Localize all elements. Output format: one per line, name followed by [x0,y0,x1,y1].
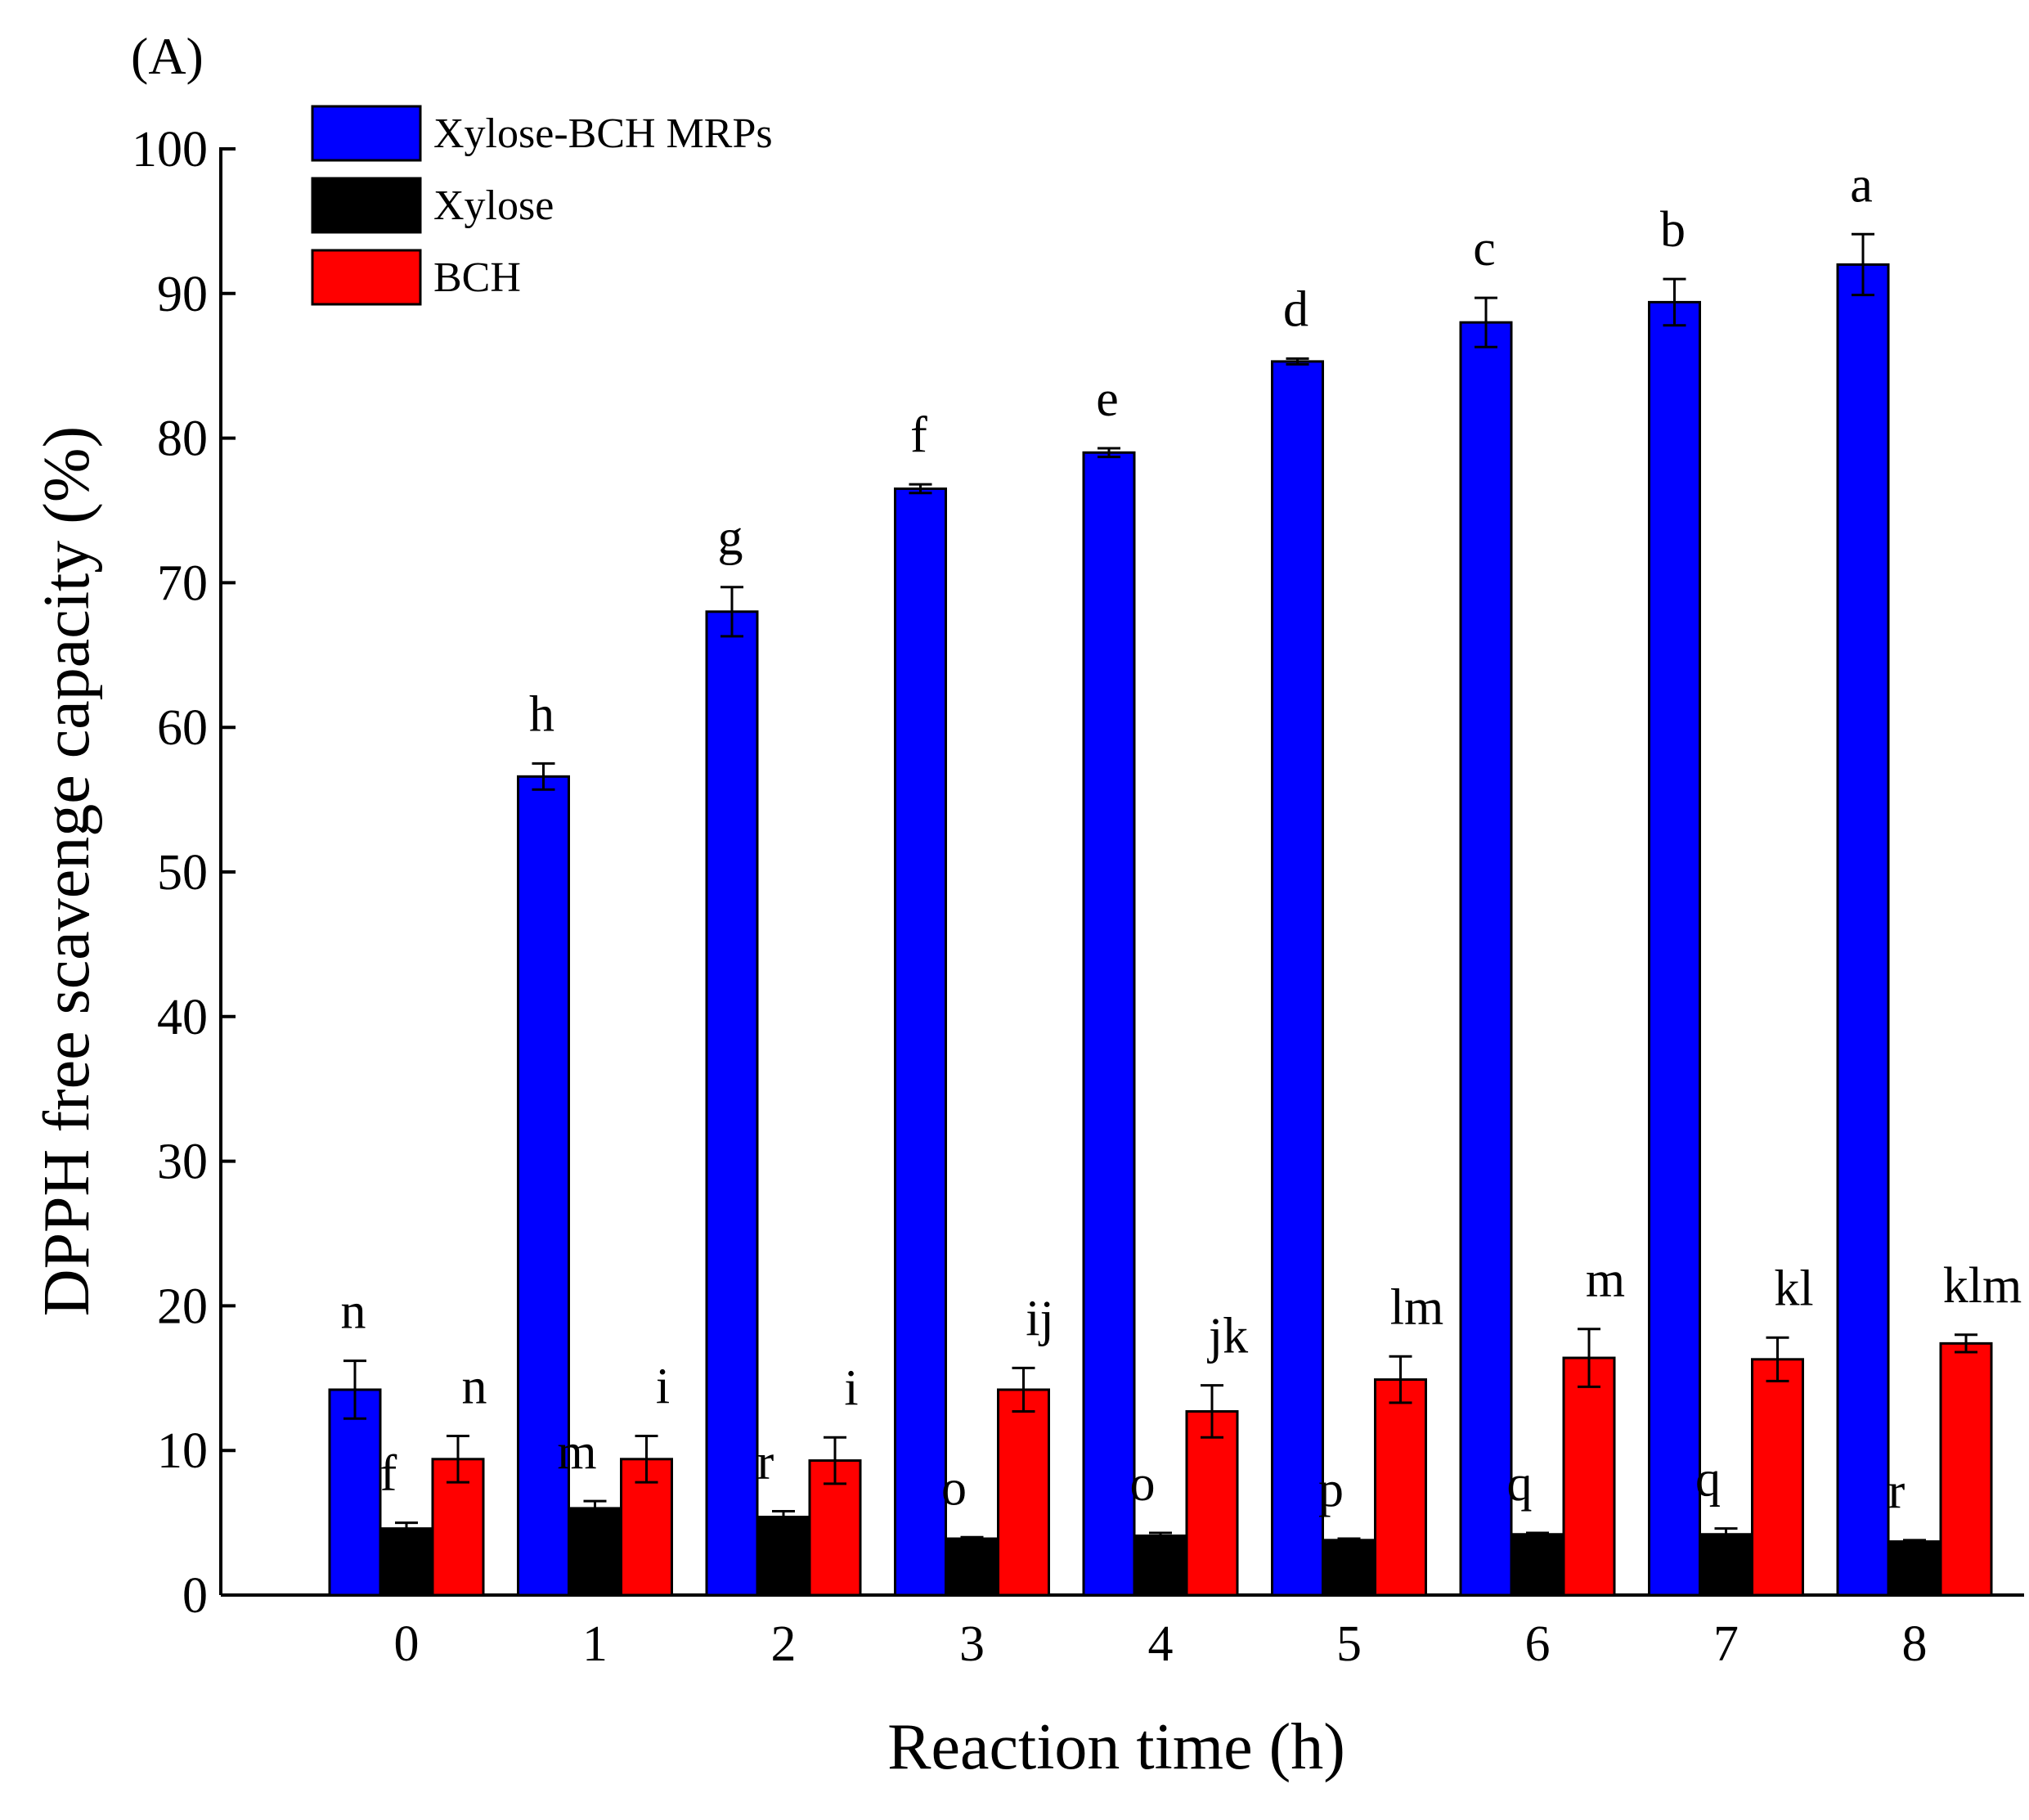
x-tick-label: 6 [1525,1616,1551,1672]
legend-swatch [311,177,422,234]
x-tick-label: 8 [1902,1616,1928,1672]
bar-xylose-bch-mrps [705,610,759,1597]
significance-label: klm [1943,1258,2022,1314]
significance-label: m [1586,1252,1625,1308]
significance-label: i [656,1359,670,1415]
significance-label: q [1507,1456,1533,1512]
significance-label: o [1130,1456,1156,1512]
bars [328,263,1993,1597]
bar-xylose [1888,1540,1941,1597]
x-tick-label: 0 [394,1616,420,1672]
bar-xylose-bch-mrps [517,775,570,1597]
bar-bch [1751,1358,1804,1597]
significance-label: lm [1390,1279,1443,1335]
significance-label: ij [1026,1291,1053,1346]
bar-bch [1374,1378,1427,1597]
significance-label: jk [1207,1309,1248,1364]
bar-xylose [945,1537,999,1597]
significance-label: p [1318,1462,1344,1517]
bar-bch [1185,1409,1239,1597]
y-tick-label: 10 [157,1423,208,1479]
bar-bch [997,1388,1050,1597]
y-tick-label: 50 [157,845,208,901]
bar-bch [1562,1356,1616,1597]
bar-xylose-bch-mrps [1459,321,1513,1597]
significance-label: g [718,510,743,566]
y-tick-label: 20 [157,1278,208,1334]
significance-label: r [757,1434,774,1490]
significance-label: r [1888,1463,1906,1519]
y-tick-label: 90 [157,267,208,322]
y-ticks: 0 10 20 30 40 50 60 70 80 90 100 [132,122,236,1624]
significance-label: h [529,686,554,742]
bar-xylose-bch-mrps [894,487,947,1597]
x-tick-label: 7 [1713,1616,1739,1672]
significance-label: c [1473,221,1496,276]
legend-label: Xylose [433,182,554,229]
bar-xylose-bch-mrps [1082,451,1136,1597]
bar-xylose-bch-mrps [1836,263,1890,1597]
y-tick-label: 30 [157,1135,208,1190]
significance-label: o [941,1460,967,1516]
significance-label: n [341,1284,366,1340]
bar-xylose [568,1507,622,1597]
x-tick-label: 5 [1336,1616,1362,1672]
significance-label: a [1850,157,1873,213]
significance-label: b [1660,202,1686,258]
y-tick-label: 80 [157,411,208,467]
error-bars [343,232,1977,1544]
significance-label: f [910,407,927,463]
legend-label: BCH [433,254,521,301]
significance-label: m [557,1424,596,1480]
legend: Xylose-BCH MRPs Xylose BCH [311,105,773,306]
legend-swatch [311,249,422,306]
bar-xylose [1511,1533,1564,1597]
x-tick-label: 2 [771,1616,797,1672]
x-tick-label: 4 [1148,1616,1174,1672]
bar-xylose [379,1527,433,1597]
x-axis-title: Reaction time (h) [887,1711,1345,1783]
panel-label: (A) [131,27,204,85]
y-tick-label: 100 [132,122,208,178]
bar-xylose-bch-mrps [1648,300,1701,1597]
y-tick-label: 0 [182,1568,208,1624]
bar-xylose [756,1516,810,1597]
significance-label: n [462,1359,487,1415]
axes: 0 10 20 30 40 50 60 70 80 90 100 0 1 2 3 4 5 6 7 8 [132,122,2024,1672]
bar-xylose-bch-mrps [1271,360,1324,1597]
bar-bch [1939,1341,1993,1597]
x-tick-label: 1 [582,1616,608,1672]
bar-xylose [1699,1533,1753,1597]
x-tick-label: 3 [959,1616,985,1672]
bar-xylose [1322,1539,1376,1597]
bar-xylose [1133,1535,1187,1597]
significance-label: kl [1774,1261,1813,1316]
significance-label: q [1695,1452,1721,1508]
bar-xylose-bch-mrps [328,1388,382,1597]
y-tick-label: 40 [157,990,208,1045]
significance-label: f [380,1446,397,1502]
significance-labels: n h g f e d c b a f m r o o p q q r n i i ij jk lm m kl klm [341,157,2022,1519]
significance-label: d [1283,281,1309,337]
y-tick-label: 60 [157,700,208,756]
legend-swatch [311,105,422,162]
significance-label: i [844,1360,858,1416]
legend-label: Xylose-BCH MRPs [433,110,773,157]
y-tick-label: 70 [157,555,208,611]
y-axis-title: DPPH free scavenge capacity (%) [31,426,103,1316]
significance-label: e [1096,371,1119,427]
